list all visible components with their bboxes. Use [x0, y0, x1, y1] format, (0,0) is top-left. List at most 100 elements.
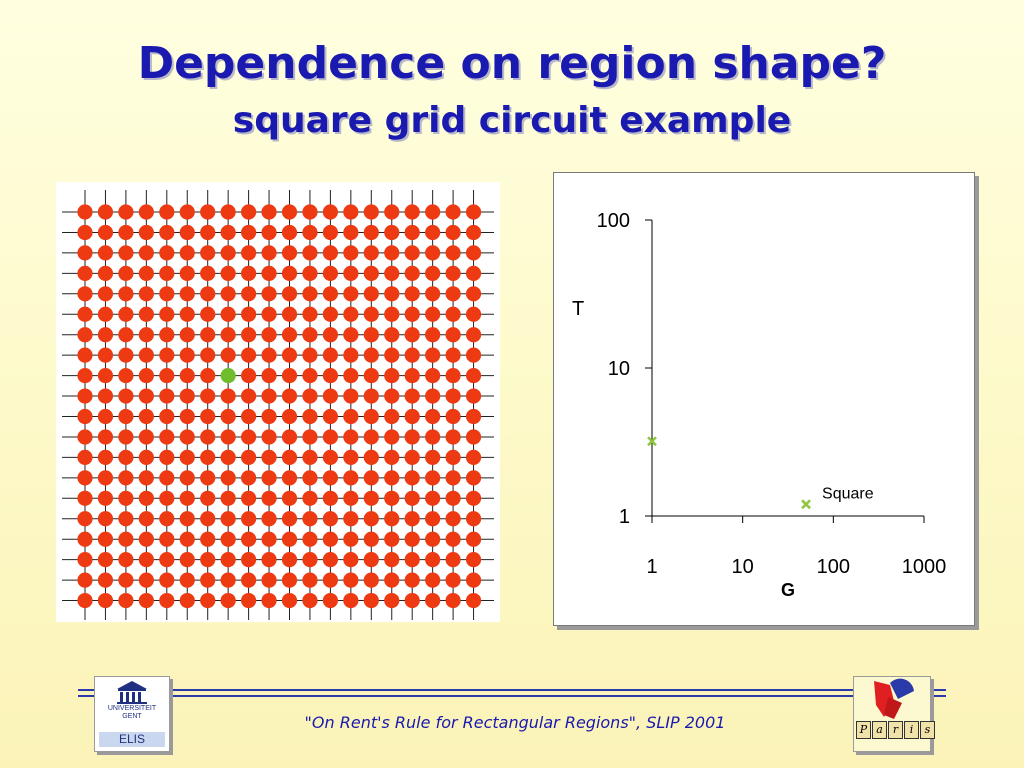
grid-node — [97, 449, 114, 465]
grid-node — [425, 429, 441, 445]
grid-node — [343, 470, 359, 486]
grid-node — [138, 552, 154, 568]
grid-node — [200, 204, 216, 220]
grid-node — [322, 408, 338, 425]
slide-subtitle: square grid circuit example — [232, 100, 792, 141]
grid-node — [445, 531, 461, 547]
grid-node — [261, 470, 277, 486]
grid-node — [281, 572, 298, 588]
grid-node — [159, 388, 175, 404]
grid-node — [425, 224, 441, 241]
grid-node — [445, 347, 461, 363]
logo-elis-text: ELIS — [99, 732, 165, 747]
grid-node — [97, 388, 114, 404]
grid-node — [77, 572, 93, 588]
grid-node — [241, 470, 257, 486]
grid-node — [200, 388, 216, 404]
grid-node — [200, 265, 216, 281]
grid-node — [281, 327, 298, 343]
grid-node — [220, 511, 236, 527]
grid-node — [425, 511, 441, 527]
grid-node — [404, 347, 420, 363]
grid-node — [425, 470, 441, 486]
grid-node — [404, 265, 420, 281]
grid-node — [118, 368, 134, 384]
rent-chart-svg: T G 1 10 100 1000 1 10 100 Square — [572, 210, 946, 600]
grid-node — [302, 592, 318, 609]
grid-node — [281, 449, 298, 465]
grid-node — [465, 572, 482, 588]
grid-node — [118, 572, 134, 588]
grid-node — [302, 204, 318, 220]
grid-node — [322, 429, 338, 445]
grid-node — [363, 408, 379, 425]
grid-node — [302, 245, 318, 261]
grid-node — [343, 224, 359, 241]
grid-node — [179, 429, 195, 445]
grid-node — [261, 224, 277, 241]
grid-node — [220, 327, 236, 343]
grid-node — [404, 552, 420, 568]
grid-node — [343, 306, 359, 322]
grid-node — [97, 286, 114, 302]
paris-letter: P — [856, 721, 871, 739]
grid-node — [465, 552, 482, 568]
grid-node — [77, 368, 93, 384]
chart-panel: T G 1 10 100 1000 1 10 100 Square — [553, 172, 975, 626]
grid-node — [425, 388, 441, 404]
grid-node — [302, 306, 318, 322]
grid-node — [404, 306, 420, 322]
grid-node — [159, 429, 175, 445]
grid-node — [241, 306, 257, 322]
grid-node — [384, 388, 400, 404]
grid-node — [241, 286, 257, 302]
grid-node — [363, 592, 379, 609]
grid-node — [138, 388, 154, 404]
grid-node — [159, 552, 175, 568]
grid-node — [220, 592, 236, 609]
grid-node — [77, 429, 93, 445]
grid-node — [343, 429, 359, 445]
grid-node — [138, 245, 154, 261]
grid-node — [322, 286, 338, 302]
grid-node — [220, 552, 236, 568]
grid-node — [425, 204, 441, 220]
grid-node — [425, 592, 441, 609]
grid-node — [241, 552, 257, 568]
grid-node — [465, 388, 482, 404]
grid-node — [241, 592, 257, 609]
building-icon — [117, 681, 147, 704]
grid-node — [77, 286, 93, 302]
grid-node — [363, 531, 379, 547]
grid-node — [302, 347, 318, 363]
grid-node — [322, 592, 338, 609]
grid-node — [220, 347, 236, 363]
grid-node — [118, 265, 134, 281]
grid-node — [118, 470, 134, 486]
grid-node — [445, 429, 461, 445]
grid-node — [363, 306, 379, 322]
grid-node — [97, 552, 114, 568]
grid-node — [179, 490, 195, 506]
grid-node — [281, 265, 298, 281]
grid-node — [77, 224, 93, 241]
paris-letter: i — [904, 721, 919, 739]
y-tick-label: 1 — [619, 506, 630, 528]
ugent-logo: UNIVERSITEIT GENT ELIS — [94, 676, 170, 752]
grid-node — [404, 204, 420, 220]
grid-node — [281, 347, 298, 363]
grid-node — [138, 265, 154, 281]
grid-node — [241, 245, 257, 261]
grid-node — [384, 408, 400, 425]
grid-node — [159, 572, 175, 588]
grid-node — [465, 327, 482, 343]
grid-node — [241, 368, 257, 384]
grid-node — [445, 470, 461, 486]
grid-node — [118, 224, 134, 241]
grid-node — [322, 552, 338, 568]
grid-node — [97, 265, 114, 281]
footer-citation: "On Rent's Rule for Rectangular Regions"… — [304, 713, 726, 732]
grid-node — [425, 245, 441, 261]
grid-node — [322, 511, 338, 527]
grid-node — [97, 306, 114, 322]
